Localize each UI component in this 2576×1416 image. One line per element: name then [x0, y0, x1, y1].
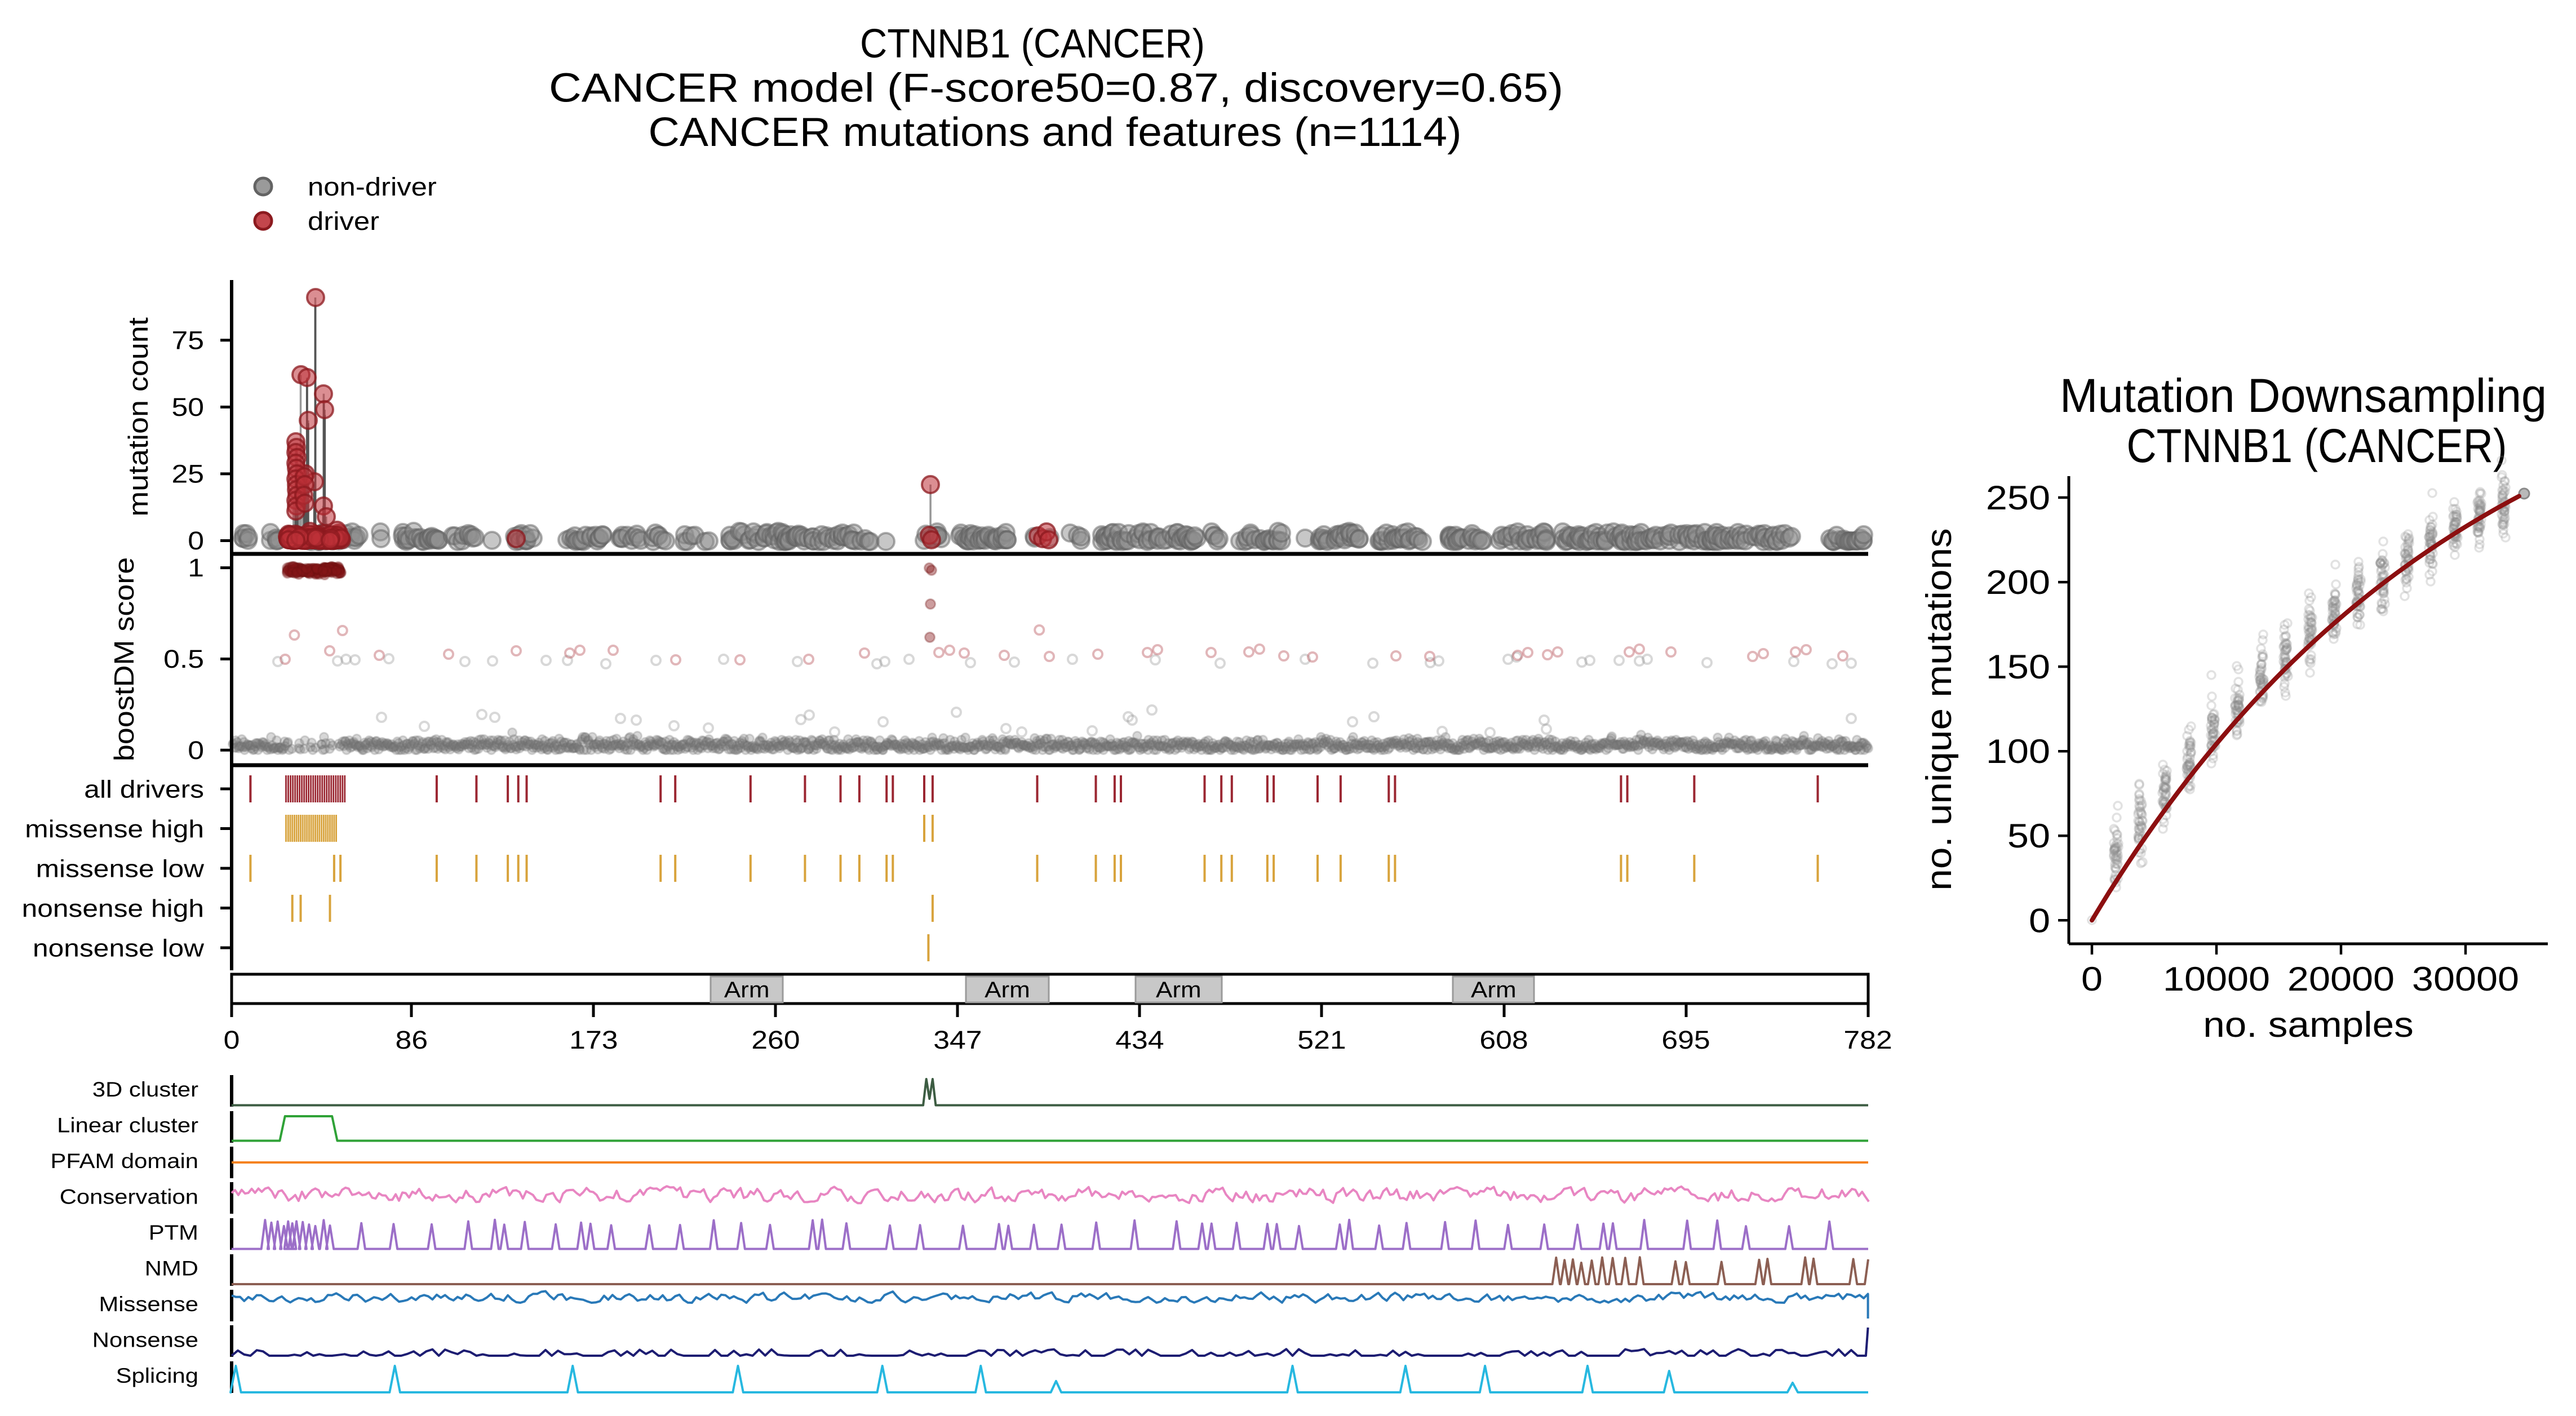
svg-text:50: 50 [171, 393, 204, 421]
svg-text:all drivers: all drivers [84, 775, 204, 803]
svg-text:Arm: Arm [724, 977, 770, 1002]
svg-text:missense high: missense high [25, 815, 204, 843]
svg-text:782: 782 [1843, 1026, 1892, 1054]
svg-text:mutation count: mutation count [122, 317, 153, 517]
svg-text:30000: 30000 [2412, 960, 2519, 998]
svg-text:173: 173 [569, 1026, 618, 1054]
svg-text:no. unique mutations: no. unique mutations [1919, 528, 1959, 890]
svg-text:150: 150 [1986, 648, 2050, 686]
svg-text:Nonsense: Nonsense [92, 1329, 198, 1352]
svg-text:1: 1 [188, 554, 204, 582]
svg-text:100: 100 [1986, 733, 2050, 770]
svg-text:CANCER mutations and features: CANCER mutations and features (n=1114) [649, 110, 1462, 155]
svg-text:0: 0 [224, 1026, 240, 1054]
svg-text:695: 695 [1661, 1026, 1710, 1054]
svg-text:86: 86 [396, 1026, 428, 1054]
svg-text:0: 0 [2081, 960, 2103, 998]
svg-text:nonsense high: nonsense high [22, 895, 204, 922]
svg-text:0: 0 [2029, 902, 2050, 939]
svg-text:50: 50 [2007, 817, 2050, 855]
svg-text:NMD: NMD [145, 1257, 198, 1280]
svg-text:nonsense low: nonsense low [33, 934, 205, 962]
svg-text:260: 260 [751, 1026, 800, 1054]
svg-text:Missense: Missense [99, 1293, 198, 1316]
svg-text:CANCER model (F-score50=0.87,: CANCER model (F-score50=0.87, discovery=… [549, 66, 1563, 111]
svg-text:Conservation: Conservation [60, 1186, 198, 1209]
svg-text:PTM: PTM [149, 1221, 198, 1244]
svg-text:521: 521 [1297, 1026, 1346, 1054]
svg-text:75: 75 [171, 326, 204, 354]
svg-text:608: 608 [1479, 1026, 1528, 1054]
svg-text:200: 200 [1986, 563, 2050, 601]
svg-text:CTNNB1 (CANCER): CTNNB1 (CANCER) [860, 21, 1205, 66]
svg-text:non-driver: non-driver [308, 174, 437, 202]
svg-text:Linear cluster: Linear cluster [57, 1114, 198, 1137]
svg-text:Splicing: Splicing [116, 1364, 198, 1387]
svg-text:347: 347 [933, 1026, 982, 1054]
svg-text:Arm: Arm [1471, 977, 1517, 1002]
svg-text:Mutation Downsampling: Mutation Downsampling [2060, 369, 2547, 422]
svg-text:0.5: 0.5 [163, 645, 204, 673]
svg-text:25: 25 [171, 460, 204, 488]
svg-text:boostDM score: boostDM score [108, 557, 139, 761]
svg-text:missense low: missense low [36, 855, 205, 882]
svg-text:driver: driver [308, 208, 379, 236]
svg-text:Arm: Arm [1156, 977, 1201, 1002]
svg-text:20000: 20000 [2287, 960, 2395, 998]
svg-text:PFAM domain: PFAM domain [50, 1149, 198, 1173]
svg-text:3D cluster: 3D cluster [92, 1078, 198, 1101]
svg-text:no. samples: no. samples [2203, 1005, 2414, 1045]
svg-text:Arm: Arm [985, 977, 1030, 1002]
svg-text:CTNNB1 (CANCER): CTNNB1 (CANCER) [2127, 419, 2507, 472]
svg-text:10000: 10000 [2163, 960, 2270, 998]
svg-text:434: 434 [1115, 1026, 1164, 1054]
svg-text:0: 0 [188, 736, 204, 765]
svg-text:0: 0 [188, 527, 204, 555]
svg-text:250: 250 [1986, 479, 2050, 517]
